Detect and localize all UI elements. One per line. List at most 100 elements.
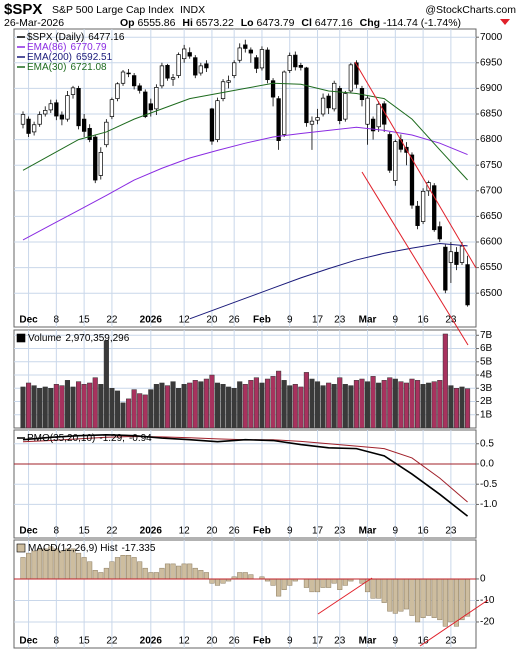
legend-entry: PMO(35,20,10) -1.29, -0.94 (27, 433, 152, 444)
x-tick-label: Feb (253, 636, 271, 647)
bar (309, 378, 315, 429)
bar (320, 578, 326, 588)
y-tick-label: 2B (480, 396, 493, 407)
high-label: Hi (182, 17, 193, 29)
bar (20, 386, 26, 429)
candle-body (37, 114, 42, 125)
bar (420, 578, 426, 618)
bar (320, 385, 326, 429)
candle-body (232, 62, 237, 76)
candle-body (70, 87, 76, 95)
candle-body (298, 65, 303, 68)
candle-body (309, 120, 315, 125)
y-tick-label: 6800 (480, 134, 503, 145)
bar (59, 385, 65, 429)
x-tick-label: Dec (19, 636, 38, 647)
candle-body (170, 77, 176, 80)
candle-body (376, 103, 381, 128)
legend-value: 6721.08 (70, 62, 107, 73)
change-label: Chg (360, 17, 380, 29)
bar (31, 550, 37, 580)
bar (348, 385, 354, 429)
candle-body (226, 80, 231, 83)
x-tick-label: 15 (79, 636, 91, 647)
x-tick-label: 23 (334, 526, 346, 537)
legend-swatch (16, 333, 26, 343)
bar (120, 402, 126, 429)
bar (76, 552, 82, 580)
candle-body (293, 54, 298, 68)
bar (103, 567, 109, 580)
candle-body (54, 102, 59, 117)
candle-body (154, 87, 159, 110)
candle-body (282, 71, 287, 135)
high-value: 6573.22 (196, 17, 234, 29)
legend-entry: EMA(200) 6592.51 (27, 52, 113, 63)
legend-value: -1.29 (99, 433, 122, 444)
bar (64, 380, 71, 429)
y-tick-label: 6900 (480, 83, 503, 94)
bar (264, 378, 271, 429)
close-label: Cl (301, 17, 312, 29)
y-tick-label: 7000 (480, 32, 503, 43)
x-tick-label: 9 (287, 636, 293, 647)
bar (214, 578, 221, 586)
x-tick-label: 16 (418, 636, 430, 647)
y-tick-label: 5B (480, 356, 493, 367)
candle-body (304, 67, 309, 124)
bar (237, 381, 243, 429)
security-name: S&P 500 Large Cap Index (52, 4, 175, 16)
legend-value: 6477.16 (88, 32, 125, 43)
bar (253, 377, 259, 429)
x-tick-label: 17 (312, 636, 324, 647)
bar (181, 563, 187, 580)
x-tick-label: 26 (229, 526, 241, 537)
candle-body (287, 55, 292, 71)
bar (287, 578, 293, 586)
bar (98, 384, 104, 429)
bar (103, 340, 109, 429)
bar (409, 578, 415, 616)
legend-entry: Volume 2,970,359,296 (28, 333, 130, 344)
legend-value: 6592.51 (76, 52, 113, 63)
bar (442, 333, 448, 429)
candle-body (320, 97, 326, 115)
bar (148, 389, 154, 429)
candle-body (26, 118, 31, 134)
y-tick-label: 7B (480, 330, 493, 341)
candle-body (409, 154, 415, 206)
x-tick-label: 15 (79, 526, 91, 537)
candle-body (182, 48, 187, 60)
bar (92, 377, 98, 429)
candle-body (198, 65, 203, 74)
bar (76, 381, 82, 429)
bar (53, 384, 59, 429)
y-tick-label: -20 (480, 617, 495, 628)
bar (326, 382, 332, 429)
candle-body (415, 205, 420, 226)
x-tick-label: 12 (179, 526, 191, 537)
x-tick-label: 22 (106, 636, 118, 647)
change-value: -114.74 (383, 17, 418, 29)
x-tick-label: 23 (445, 636, 457, 647)
x-tick-label: 23 (445, 315, 457, 326)
bar (287, 385, 293, 429)
bar (31, 385, 37, 429)
bar (298, 386, 304, 429)
legend-value: -17.335 (121, 543, 155, 554)
y-tick-label: 6650 (480, 211, 503, 222)
x-tick-label: 9 (393, 636, 399, 647)
legend-name: PMO(35,20,10) (27, 433, 95, 444)
candle-body (243, 44, 248, 49)
x-tick-label: 15 (79, 315, 91, 326)
bar (426, 382, 432, 429)
x-tick-label: Mar (359, 315, 377, 326)
y-tick-label: 6850 (480, 109, 503, 120)
candle-body (270, 80, 276, 98)
x-tick-label: 17 (312, 315, 324, 326)
legend-name: EMA(30) (27, 62, 66, 73)
legend-entry: EMA(30) 6721.08 (27, 62, 107, 73)
bar (392, 378, 398, 429)
y-tick-label: -1.0 (480, 499, 498, 510)
